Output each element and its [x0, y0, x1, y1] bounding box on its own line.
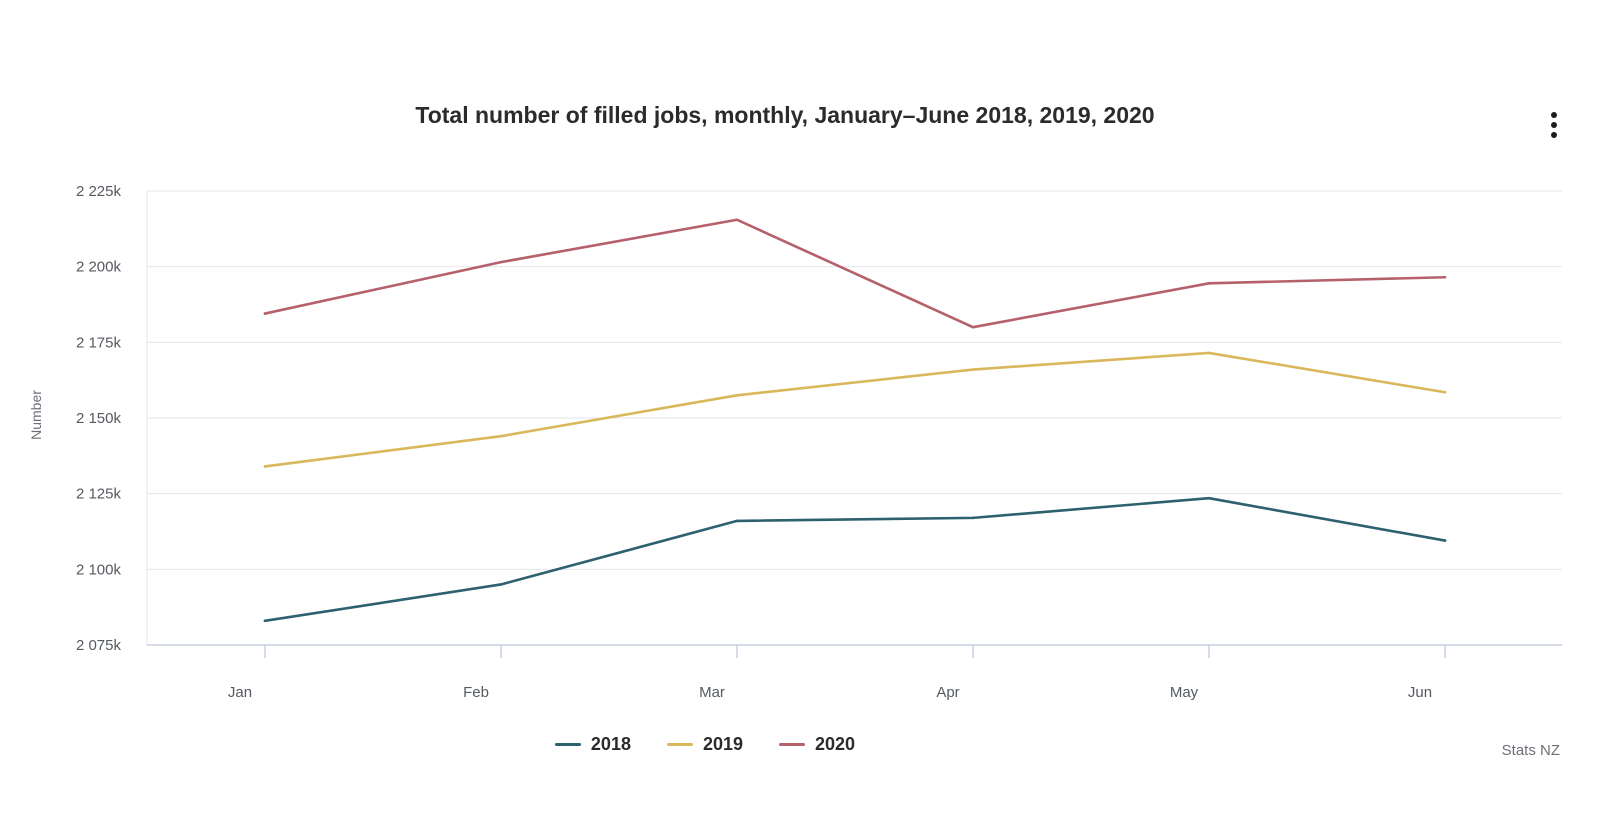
x-tick-label: Jan [228, 684, 252, 701]
y-tick-label: 2 225k [76, 183, 122, 200]
legend-item-2020[interactable]: 2020 [779, 734, 855, 755]
y-tick-label: 2 125k [76, 486, 122, 503]
data-point-2019 [499, 434, 503, 438]
data-point-2020 [263, 312, 267, 315]
vertical-ellipsis-dot [1551, 132, 1557, 138]
y-tick-label: 2 150k [76, 410, 122, 427]
data-point-2020 [499, 260, 503, 264]
data-point-2020 [735, 218, 739, 222]
vertical-ellipsis-icon [1551, 112, 1557, 118]
data-point-2020 [1443, 275, 1447, 279]
x-tick-label: Feb [463, 684, 489, 701]
x-tick-label: Mar [699, 684, 725, 701]
chart-title: Total number of filled jobs, monthly, Ja… [415, 102, 1155, 128]
data-point-2019 [1443, 390, 1447, 394]
y-tick-label: 2 175k [76, 334, 122, 351]
data-point-2020 [971, 325, 975, 329]
series-line-2020 [263, 218, 1447, 329]
legend-label: 2018 [590, 734, 631, 754]
data-point-2020 [1207, 282, 1211, 285]
legend-item-2019[interactable]: 2019 [666, 734, 744, 755]
y-tick-label: 2 100k [76, 561, 122, 578]
series-line-2019 [263, 351, 1447, 468]
y-tick-label: 2 200k [76, 259, 122, 276]
chart-menu-button[interactable] [1548, 110, 1560, 140]
data-point-2018 [499, 583, 503, 586]
legend-item-2018[interactable]: 2018 [554, 734, 631, 755]
chart-credit: Stats NZ [1501, 742, 1560, 759]
legend-swatch [779, 743, 806, 746]
vertical-ellipsis-dot [1551, 122, 1557, 128]
data-point-2019 [735, 394, 739, 397]
y-axis-title: Number [28, 390, 44, 440]
legend-label: 2019 [702, 734, 744, 754]
legend-swatch [554, 743, 581, 746]
y-tick-label: 2 075k [76, 637, 122, 654]
legend-swatch [666, 743, 693, 746]
x-tick-label: May [1170, 684, 1199, 701]
x-tick-label: Jun [1408, 684, 1432, 701]
series-line-2018 [263, 496, 1447, 623]
data-point-2018 [971, 516, 975, 520]
data-point-2018 [1443, 539, 1447, 542]
data-point-2019 [263, 465, 267, 468]
data-point-2018 [735, 519, 739, 523]
data-point-2019 [1207, 351, 1211, 355]
legend-label: 2020 [815, 734, 856, 754]
data-point-2019 [971, 368, 975, 371]
data-point-2018 [263, 619, 267, 623]
data-point-2018 [1207, 496, 1211, 500]
x-tick-label: Apr [936, 684, 959, 701]
chart-legend: 2018 2019 2020 [0, 734, 1600, 755]
